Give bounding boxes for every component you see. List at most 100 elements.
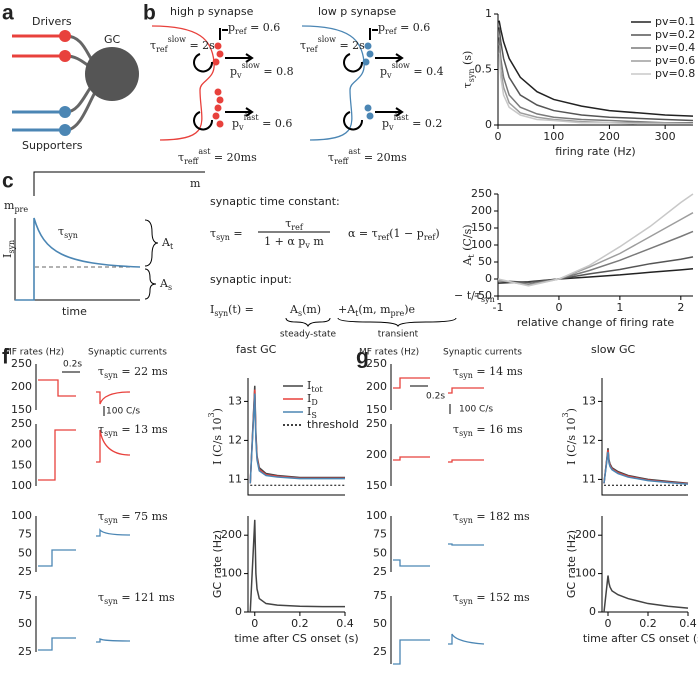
title: fast GC (236, 343, 277, 356)
series-line (498, 52, 693, 125)
tick-label: 50 (373, 546, 387, 559)
label: MF rates (Hz) (359, 348, 419, 358)
label: Supporters (22, 139, 83, 152)
tick-label: 25 (18, 645, 32, 658)
x-tick-label: 100 (543, 130, 564, 143)
tick-label: 200 (11, 380, 32, 393)
tick-label: 150 (366, 479, 387, 492)
x-tick-label: 0.2 (291, 617, 309, 630)
tick-label: 250 (11, 417, 32, 430)
math-part: ) (565, 408, 578, 412)
axis (601, 516, 688, 613)
legend-label: IS (307, 405, 317, 420)
math-part: 3 (207, 412, 216, 417)
math-part: I (1, 254, 14, 258)
y-tick-label: 0 (485, 272, 492, 285)
math-part: pre (14, 205, 28, 214)
y-tick-label: 13 (582, 394, 596, 407)
x-axis-label: time after CS onset (s) (583, 632, 698, 645)
tick-label: 75 (18, 528, 32, 541)
math-part: +A (338, 303, 356, 316)
math-part: t (355, 309, 359, 318)
y-tick-label: 0 (589, 605, 596, 618)
math-part: (C/s 10 (565, 417, 578, 460)
label: At (161, 236, 174, 251)
math-part: I (211, 461, 224, 465)
math-part: A (289, 303, 299, 316)
math-part: = 16 ms (473, 423, 523, 436)
label: Isyn (1, 240, 16, 258)
math-part: ) (211, 408, 224, 412)
label: Synaptic currents (443, 348, 522, 358)
y-axis-label: At (C/s) (461, 224, 476, 266)
math-part: τ (453, 365, 459, 378)
math-part: = 13 ms (118, 423, 168, 436)
label: mpre (4, 199, 28, 214)
heading: synaptic input: (210, 273, 292, 286)
legend-label: Itot (307, 379, 323, 394)
series-line (497, 212, 694, 286)
math-part: τ (58, 225, 64, 238)
math-part: τ (210, 227, 216, 240)
math-part: ref (156, 45, 169, 54)
math-part: (C/s) (461, 224, 474, 254)
math-part: syn (104, 597, 118, 606)
label: low p synapse (318, 5, 396, 18)
math-part: (t) = (228, 303, 254, 316)
series-line (497, 230, 694, 285)
heading: synaptic time constant: (210, 195, 340, 208)
math-part: p (380, 65, 387, 78)
math-part: syn (104, 516, 118, 525)
y-tick-label: 200 (575, 528, 596, 541)
math-part: τ (98, 591, 104, 604)
math-part: τ (98, 510, 104, 523)
y-tick-label: 250 (471, 187, 492, 200)
math-part: p (382, 117, 389, 130)
y-tick-label: 0.5 (475, 63, 493, 76)
series-line (249, 393, 345, 484)
math-part: p (228, 21, 235, 34)
label: high p synapse (170, 5, 254, 18)
series-line (498, 20, 694, 117)
tick-label: 200 (366, 380, 387, 393)
x-tick-label: 1 (616, 301, 623, 314)
math-part: τ (285, 217, 291, 230)
math-part: syn (64, 231, 78, 240)
math-part: ref (291, 223, 304, 232)
series-line (249, 385, 345, 484)
math-label: τrefslow = 2s (150, 35, 215, 54)
axis (247, 516, 345, 613)
math-part: s (298, 309, 302, 318)
math-part: τ (453, 591, 459, 604)
x-axis-label: firing rate (Hz) (555, 145, 635, 158)
equation: Isyn(t) = (210, 303, 254, 318)
label: GC (104, 33, 121, 46)
math-part: = 14 ms (473, 365, 523, 378)
math-part: = 0.6 (247, 21, 281, 34)
panel-label: c (2, 170, 14, 193)
math-part: syn (481, 295, 495, 304)
math-part: τ (178, 151, 184, 164)
y-tick-label: 150 (471, 221, 492, 234)
x-axis-label: relative change of firing rate (517, 316, 675, 329)
legend-label: pv=0.1 (655, 15, 695, 28)
math-part: v (238, 123, 244, 132)
y-tick-label: 100 (471, 238, 492, 251)
legend-label: pv=0.8 (655, 67, 695, 80)
math-part: syn (459, 597, 473, 606)
math-part: S (311, 411, 316, 420)
equation: − t/τsyn (454, 289, 495, 304)
x-axis-label: time after CS onset (s) (234, 632, 358, 645)
tick-label: 100 (11, 479, 32, 492)
math-part: (1 − p (389, 227, 424, 240)
series-line (498, 27, 694, 122)
math-part: = 0.2 (409, 117, 443, 130)
math-part: t (170, 242, 174, 251)
math-part: m (310, 235, 324, 248)
y-axis-label: GC rate (Hz) (565, 530, 578, 598)
panel-g-traces (390, 364, 485, 665)
math-part: I (210, 303, 214, 316)
math-label: pvfast = 0.2 (382, 113, 442, 132)
math-label: τrefslow = 2s (300, 35, 365, 54)
